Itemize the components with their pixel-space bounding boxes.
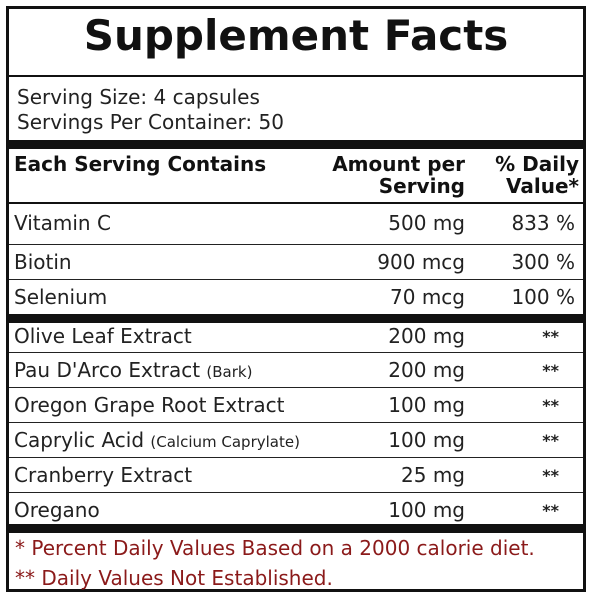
serving-size: Serving Size: 4 capsules (17, 85, 260, 109)
ingredient-name: Caprylic Acid (Calcium Caprylate) (14, 428, 300, 452)
ingredient-daily-value: ** (542, 466, 559, 485)
footer-divider (9, 524, 583, 533)
nutrient-daily-value: 833 % (511, 211, 575, 235)
header-dv-line2: Value* (506, 174, 579, 198)
header-daily-value: % Daily Value* (495, 153, 579, 197)
header-amount-line2: Serving (378, 174, 465, 198)
table-row: Cranberry Extract 25 mg ** (9, 459, 583, 491)
ingredient-daily-value: ** (542, 396, 559, 415)
nutrient-name: Vitamin C (14, 211, 111, 235)
servings-per-container: Servings Per Container: 50 (17, 110, 284, 134)
ingredient-note: (Calcium Caprylate) (150, 433, 300, 451)
row-divider (9, 457, 583, 458)
nutrient-name: Selenium (14, 285, 108, 309)
table-row: Oregon Grape Root Extract 100 mg ** (9, 389, 583, 421)
nutrient-amount: 900 mcg (377, 250, 465, 274)
header-amount: Amount per Serving (332, 153, 465, 197)
row-divider (9, 387, 583, 388)
table-row: Vitamin C 500 mg 833 % (9, 207, 583, 239)
nutrient-amount: 500 mg (388, 211, 465, 235)
ingredient-amount: 100 mg (388, 428, 465, 452)
footnote-percent-dv: * Percent Daily Values Based on a 2000 c… (15, 536, 535, 560)
header-amount-line1: Amount per (332, 152, 465, 176)
supplement-facts-panel: Supplement Facts Serving Size: 4 capsule… (6, 6, 586, 592)
section-divider (9, 314, 583, 323)
ingredient-amount: 200 mg (388, 324, 465, 348)
ingredient-name: Pau D'Arco Extract (Bark) (14, 358, 253, 382)
ingredient-amount: 100 mg (388, 393, 465, 417)
table-row: Selenium 70 mcg 100 % (9, 281, 583, 313)
ingredient-daily-value: ** (542, 501, 559, 520)
table-row: Biotin 900 mcg 300 % (9, 246, 583, 278)
header-each-serving: Each Serving Contains (14, 152, 267, 176)
ingredient-amount: 100 mg (388, 498, 465, 522)
columns-divider (9, 202, 583, 204)
ingredient-name: Oregano (14, 498, 100, 522)
nutrient-name: Biotin (14, 250, 72, 274)
ingredient-name: Olive Leaf Extract (14, 324, 192, 348)
table-row: Oregano 100 mg ** (9, 494, 583, 526)
ingredient-daily-value: ** (542, 327, 559, 346)
row-divider (9, 492, 583, 493)
ingredient-amount: 25 mg (401, 463, 465, 487)
ingredient-amount: 200 mg (388, 358, 465, 382)
nutrient-amount: 70 mcg (390, 285, 465, 309)
table-row: Caprylic Acid (Calcium Caprylate) 100 mg… (9, 424, 583, 456)
panel-title: Supplement Facts (83, 11, 509, 60)
ingredient-daily-value: ** (542, 431, 559, 450)
row-divider (9, 352, 583, 353)
row-divider (9, 422, 583, 423)
table-row: Olive Leaf Extract 200 mg ** (9, 320, 583, 352)
ingredient-name: Oregon Grape Root Extract (14, 393, 285, 417)
table-row: Pau D'Arco Extract (Bark) 200 mg ** (9, 354, 583, 386)
row-divider (9, 244, 583, 245)
ingredient-daily-value: ** (542, 361, 559, 380)
row-divider (9, 279, 583, 280)
ingredient-note: (Bark) (206, 363, 253, 381)
title-divider (9, 75, 583, 77)
nutrient-daily-value: 100 % (511, 285, 575, 309)
header-dv-line1: % Daily (495, 152, 579, 176)
header-divider (9, 140, 583, 149)
footnote-not-established: ** Daily Values Not Established. (15, 566, 333, 590)
ingredient-name: Cranberry Extract (14, 463, 193, 487)
nutrient-daily-value: 300 % (511, 250, 575, 274)
